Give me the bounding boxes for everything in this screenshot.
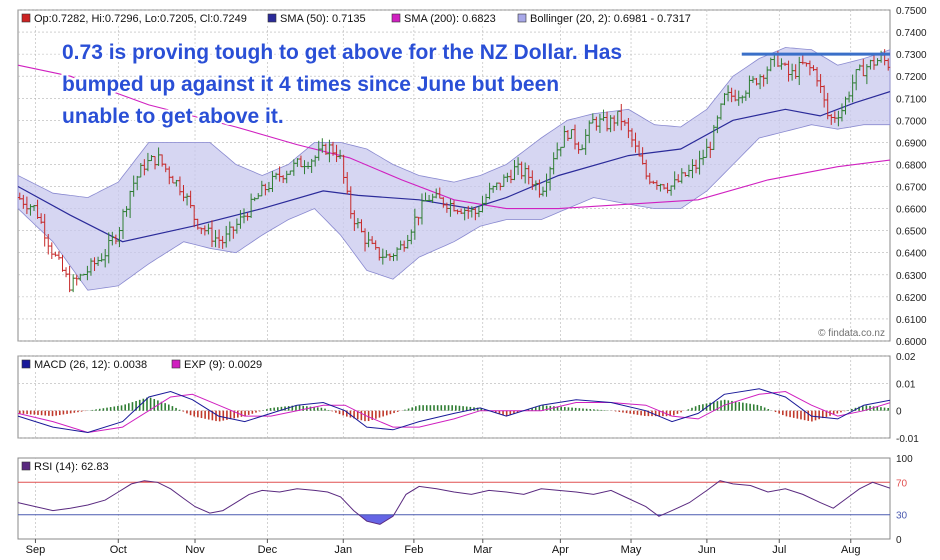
macd-ytick-label: 0.01 [896, 379, 916, 390]
price-ytick-label: 0.6000 [896, 337, 927, 348]
xtick-label: Jul [772, 544, 786, 556]
price-ytick-label: 0.6200 [896, 293, 927, 304]
price-ytick-label: 0.6900 [896, 138, 927, 149]
rsi-ytick-label: 100 [896, 454, 913, 465]
price-ytick-label: 0.6600 [896, 205, 927, 216]
price-legend-bg [19, 11, 659, 26]
macd-ytick-label: 0 [896, 407, 902, 418]
annotation-line-1: 0.73 is proving tough to get above for t… [62, 41, 622, 64]
price-ytick-label: 0.7100 [896, 94, 927, 105]
xtick-label: May [621, 544, 642, 556]
price-ytick-label: 0.7000 [896, 116, 927, 127]
price-ytick-label: 0.6400 [896, 249, 927, 260]
rsi-ytick-label: 30 [896, 511, 908, 522]
legend-swatch [267, 13, 277, 23]
legend-label: SMA (200): 0.6823 [404, 13, 496, 25]
xtick-label: Sep [26, 544, 46, 556]
price-ytick-label: 0.7300 [896, 50, 927, 61]
legend-swatch [21, 461, 31, 471]
price-ytick-label: 0.6500 [896, 227, 927, 238]
legend-label: Op:0.7282, Hi:0.7296, Lo:0.7205, Cl:0.72… [34, 13, 247, 25]
xtick-label: Jan [334, 544, 352, 556]
macd-panel: 0.02 0.01 0 -0.01 MACD (26, 12): 0.0038 EXP (… [17, 352, 919, 445]
xtick-label: Dec [258, 544, 278, 556]
xtick-label: Mar [473, 544, 492, 556]
rsi-oversold-area [360, 514, 393, 525]
xtick-label: Oct [110, 544, 127, 556]
legend-swatch [517, 13, 527, 23]
price-ytick-label: 0.6800 [896, 160, 927, 171]
exp-line [17, 390, 891, 434]
rsi-line [17, 480, 891, 525]
price-ytick-label: 0.6700 [896, 183, 927, 194]
legend-swatch [171, 359, 181, 369]
annotation-line-3: unable to get above it. [62, 105, 284, 128]
macd-ytick-label: -0.01 [896, 434, 919, 445]
legend-label: EXP (9): 0.0029 [184, 359, 262, 371]
legend-label: RSI (14): 62.83 [34, 461, 109, 473]
annotation-line-2: bumped up against it 4 times since June … [62, 73, 559, 96]
watermark: © findata.co.nz [818, 328, 885, 339]
price-panel: 0.7500 0.7400 0.7300 0.7200 0.7100 0.7000 0.69… [17, 6, 927, 348]
rsi-ytick-label: 0 [896, 535, 902, 546]
x-axis: Sep Oct Nov Dec Jan Feb Mar Apr May Jun Jul Aug [26, 539, 861, 556]
xtick-label: Feb [404, 544, 423, 556]
price-ytick-label: 0.7200 [896, 72, 927, 83]
sma200-line [17, 64, 891, 210]
rsi-panel: 100 70 30 0 RSI (14): 62.83 [17, 454, 913, 546]
rsi-ytick-label: 70 [896, 478, 908, 489]
macd-ytick-label: 0.02 [896, 352, 916, 363]
legend-label: MACD (26, 12): 0.0038 [34, 359, 147, 371]
price-ytick-label: 0.7500 [896, 6, 927, 17]
legend-swatch [21, 13, 31, 23]
legend-label: SMA (50): 0.7135 [280, 13, 366, 25]
legend-swatch [391, 13, 401, 23]
xtick-label: Aug [841, 544, 861, 556]
xtick-label: Jun [698, 544, 716, 556]
xtick-label: Nov [185, 544, 205, 556]
xtick-label: Apr [552, 544, 569, 556]
sma50-line [17, 91, 891, 243]
macd-line [17, 388, 891, 434]
price-ytick-label: 0.6100 [896, 315, 927, 326]
price-ytick-label: 0.6300 [896, 271, 927, 282]
rsi-plot-frame [17, 457, 891, 540]
ohlc-bar [886, 58, 891, 71]
legend-swatch [21, 359, 31, 369]
legend-label: Bollinger (20, 2): 0.6981 - 0.7317 [530, 13, 691, 25]
macd-legend-bg [19, 357, 319, 372]
bollinger-band [17, 47, 891, 291]
price-ytick-label: 0.7400 [896, 28, 927, 39]
rsi-legend-bg [19, 459, 129, 474]
